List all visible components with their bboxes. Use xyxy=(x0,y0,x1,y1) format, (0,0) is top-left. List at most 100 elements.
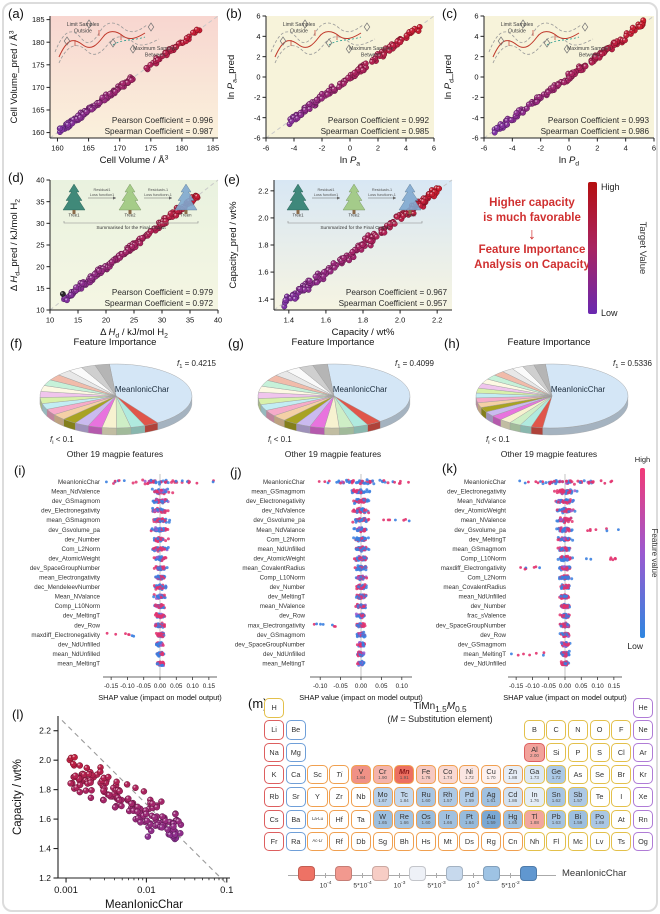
residual-label: Residual1 xyxy=(94,188,111,192)
feature-label: Com_L2Norm xyxy=(467,575,506,582)
x-tick-label: -0.10 xyxy=(525,683,540,690)
element-La-Lu: La-Lu xyxy=(307,809,328,830)
y-tick-label: 40 xyxy=(36,176,44,185)
legend-tick xyxy=(325,873,326,878)
element-Ca: Ca xyxy=(285,764,306,785)
element-symbol: Ts xyxy=(617,836,625,846)
capacity-value: 1.62 xyxy=(551,797,561,803)
element-Rb: Rb xyxy=(264,787,285,807)
element-symbol: Hs xyxy=(421,836,431,846)
x-tick-label: 180 xyxy=(176,144,189,153)
diamond-marker xyxy=(63,36,71,46)
legend-tick-label: 5*10-3 xyxy=(427,881,446,890)
feature-label: dev_Electronegativity xyxy=(246,498,306,505)
element-Cr: Cr 1.90 xyxy=(372,764,393,785)
panel-label-f: (f) xyxy=(10,336,23,351)
element-symbol: Br xyxy=(617,770,625,780)
inset-text: Between xyxy=(579,53,599,59)
element-symbol: Nh xyxy=(529,836,540,846)
panel-e-parity-plot: 1.4 1.4 1.6 1.6 1.8 1.8 2.0 2.0 2.2 2.2 Capacity /… xyxy=(228,179,453,338)
element-symbol: Si xyxy=(552,747,560,757)
panel-l-scatter-plot: 0.001 0.01 0.1 1.2 1.4 1.6 1.8 2.0 2.2 MeanIonicC… xyxy=(12,716,233,911)
feature-label: mean_NValence xyxy=(461,517,507,524)
pie-rim xyxy=(39,397,193,436)
x-tick-label: 0.05 xyxy=(575,683,588,690)
element-Zr: Zr xyxy=(329,787,350,807)
pie-h-title: Feature Importance xyxy=(507,337,591,348)
panel-label-d: (d) xyxy=(8,170,24,185)
element-symbol: In xyxy=(531,789,538,799)
y-tick-label: 20 xyxy=(36,262,44,271)
legend-tick xyxy=(362,873,363,878)
x-tick-label: 2.0 xyxy=(395,316,405,325)
loss-label: Loss functionn-1 xyxy=(368,193,396,197)
element-symbol: O xyxy=(596,725,603,735)
element-symbol: Sn xyxy=(551,789,561,799)
panel-label-k: (k) xyxy=(442,461,458,476)
feature-label: MeanIonicChar xyxy=(464,479,506,486)
x-tick-label: 0.00 xyxy=(154,683,167,690)
element-symbol: Na xyxy=(269,747,279,757)
capacity-value: 1.88 xyxy=(530,819,539,825)
element-Pt: Pt 1.64 xyxy=(459,809,480,830)
x-tick-label: 30 xyxy=(158,316,166,325)
low-label: Low xyxy=(601,308,618,318)
axes xyxy=(262,15,435,142)
element-symbol: Pb xyxy=(551,812,561,822)
shap-dots xyxy=(105,478,215,667)
element-symbol: He xyxy=(638,703,648,713)
panel-label-l: (l) xyxy=(12,707,24,722)
target-value-colorbar: High Low Target Value xyxy=(588,182,648,318)
inset-text: Outside xyxy=(508,29,526,35)
feature-label: dev_Electronegativity xyxy=(447,489,507,496)
element-Tl: Tl 1.88 xyxy=(524,809,545,830)
capacity-value: 1.90 xyxy=(378,775,388,781)
capacity-value: 1.59 xyxy=(573,819,583,825)
element-symbol: Mg xyxy=(290,747,301,757)
element-B: B xyxy=(524,720,545,740)
element-Re: Re 1.66 xyxy=(394,809,415,830)
y-tick-label: 2.2 xyxy=(258,186,268,195)
element-symbol: Rb xyxy=(269,792,279,802)
spearman-text: Spearman Coefficient = 0.987 xyxy=(105,127,214,136)
spearman-text: Spearman Coefficient = 0.972 xyxy=(105,299,214,308)
main-slice-label: MeanIonicChar xyxy=(551,385,606,394)
x-axis-label: ln Pa xyxy=(340,155,360,168)
element-symbol: Ac-Lr xyxy=(312,838,323,844)
y-tick-label: 35 xyxy=(36,197,44,206)
small-slices-note: fi < 0.1 xyxy=(50,435,74,446)
y-axis-label: Capacity / wt% xyxy=(12,759,24,835)
element-Hs: Hs xyxy=(415,831,437,852)
target-value-gradient-bar xyxy=(588,182,597,314)
feature-label: Mean_NdValance xyxy=(457,498,506,505)
feature-label: mean_GSmagmom xyxy=(251,489,305,496)
summary-label: Summarised for the Final Output xyxy=(96,225,166,231)
element-symbol: Mt xyxy=(443,836,452,846)
x-axis-label: Δ Hd / kJ/mol H2 xyxy=(100,327,168,340)
panel-label-m: (m) xyxy=(248,696,268,711)
feature-label: dev_NdUnfilled xyxy=(464,660,507,667)
feature-label: dev_GSmagmom xyxy=(257,632,305,639)
y-tick-label: 175 xyxy=(32,60,45,69)
legend-tick-label: 10-3 xyxy=(393,881,406,890)
y-tick-label: 180 xyxy=(32,38,45,47)
scatter-points xyxy=(286,24,423,128)
feature-label: mean_NdUnfilled xyxy=(258,546,306,553)
y-tick-label: 1.4 xyxy=(39,844,51,854)
y-tick-label: -4 xyxy=(254,113,261,122)
element-Y: Y xyxy=(307,787,328,807)
element-symbol: F xyxy=(619,725,624,735)
legend-tick-label: 5*10-4 xyxy=(353,881,372,890)
element-symbol: Se xyxy=(595,770,605,780)
x-tick-label: 15 xyxy=(74,316,82,325)
legend-swatch xyxy=(483,866,500,881)
y-axis-label: ln Pa_pred xyxy=(226,55,239,100)
x-tick-label: 0.10 xyxy=(591,683,604,690)
legend-tick xyxy=(473,873,474,878)
element-symbol: Li xyxy=(271,725,277,735)
feature-label: dev_Row xyxy=(279,613,305,620)
scatter-points xyxy=(66,754,185,843)
tree-label: Treen xyxy=(180,213,192,218)
